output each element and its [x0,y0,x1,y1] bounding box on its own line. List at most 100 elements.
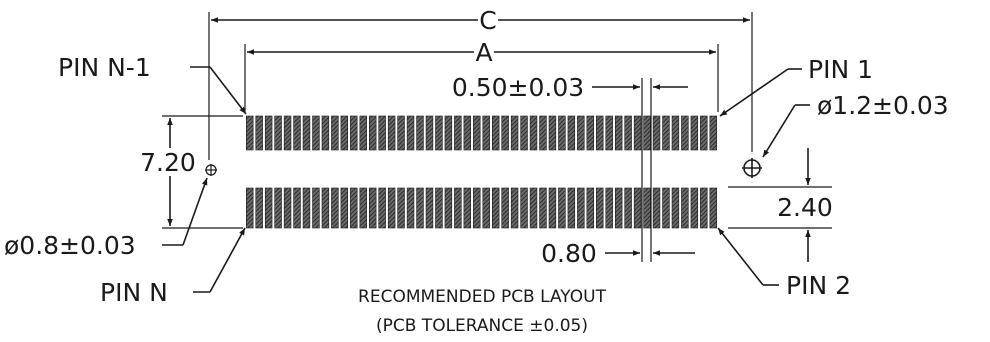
bottom-pad [577,187,585,229]
pad-length-label: 2.40 [777,193,833,222]
dimension-c-label: C [479,6,496,35]
bottom-pad [624,187,632,229]
pin-1-label: PIN 1 [808,55,873,84]
bottom-pad [510,187,519,229]
bottom-pad [331,187,339,229]
bottom-pad [463,187,472,229]
bottom-pad [255,187,263,229]
bottom-pad [397,187,405,229]
bottom-pad [302,187,311,229]
top-pad [586,115,594,151]
bottom-pad [264,187,273,229]
bottom-pad [321,187,330,229]
bottom-pad [662,187,670,229]
dimension-a-label: A [475,38,492,67]
top-pad [510,115,519,151]
top-pad [416,115,424,151]
top-pad [671,115,680,151]
caption-line-2: (PCB TOLERANCE ±0.05) [376,316,588,336]
bottom-pad [567,187,576,229]
top-pad [283,115,292,151]
bottom-pad [491,187,500,229]
hole-small: ø0.8±0.03 [4,164,217,260]
bottom-pad-row [246,187,717,229]
top-pad [690,115,699,151]
bottom-pad [378,187,386,229]
top-pad [246,115,254,151]
bottom-pad [473,187,481,229]
top-pad [397,115,405,151]
bottom-pad [681,187,689,229]
bottom-pad [454,187,462,229]
bottom-pad [293,187,301,229]
bottom-pad [633,187,642,229]
bottom-pad [709,187,717,229]
top-pad [331,115,339,151]
dimension-row-spacing: 7.20 [140,115,243,229]
bottom-pad [529,187,538,229]
top-pad [359,115,367,151]
hole-small-label: ø0.8±0.03 [4,231,136,260]
top-pad [340,115,349,151]
top-pad [387,115,396,151]
row-spacing-label: 7.20 [140,148,196,177]
bottom-pad [359,187,367,229]
bottom-pad [539,187,547,229]
bottom-pad [368,187,377,229]
bottom-pad [274,187,282,229]
top-pad [321,115,330,151]
dimension-pad-length: 2.40 [728,148,833,262]
top-pad [567,115,576,151]
top-pad [624,115,632,151]
bottom-pad [312,187,320,229]
bottom-pad [700,187,708,229]
top-pad [652,115,661,151]
bottom-pad [643,187,651,229]
top-pad [700,115,708,151]
bottom-pad [435,187,443,229]
bottom-pad [444,187,453,229]
top-pad [302,115,311,151]
top-pad [264,115,273,151]
pin-n-label: PIN N [100,278,168,307]
top-pad [293,115,301,151]
bottom-pad [690,187,699,229]
top-pad [633,115,642,151]
pin-1-callout: PIN 1 [719,55,873,117]
bottom-pad [671,187,680,229]
top-pad [539,115,547,151]
top-pad [435,115,443,151]
top-pad [368,115,377,151]
pin-2-label: PIN 2 [786,271,851,300]
top-pad [681,115,689,151]
pin-n-minus-1-callout: PIN N-1 [58,53,247,115]
top-pad [454,115,462,151]
bottom-pad [652,187,661,229]
top-pad [614,115,623,151]
top-pad [350,115,358,151]
top-pad [501,115,509,151]
bottom-pad [350,187,358,229]
pin-2-callout: PIN 2 [717,227,851,300]
top-pad [709,115,717,151]
top-pad [274,115,282,151]
bottom-pad [416,187,424,229]
top-pad [558,115,566,151]
top-pad [577,115,585,151]
bottom-pad [406,187,415,229]
top-pad [548,115,557,151]
top-pad [255,115,263,151]
bottom-pad [596,187,604,229]
top-pad [482,115,490,151]
top-pad [312,115,320,151]
top-pad [520,115,528,151]
pin-n-minus-1-label: PIN N-1 [58,53,151,82]
bottom-pad [482,187,490,229]
bottom-pad [605,187,613,229]
pitch-label: 0.80 [541,239,597,268]
dimension-pitch: 0.80 [541,239,695,268]
hole-large: ø1.2±0.03 [742,91,949,178]
dimension-c: C [208,6,753,160]
bottom-pad [340,187,349,229]
pad-width-label: 0.50±0.03 [452,73,584,102]
